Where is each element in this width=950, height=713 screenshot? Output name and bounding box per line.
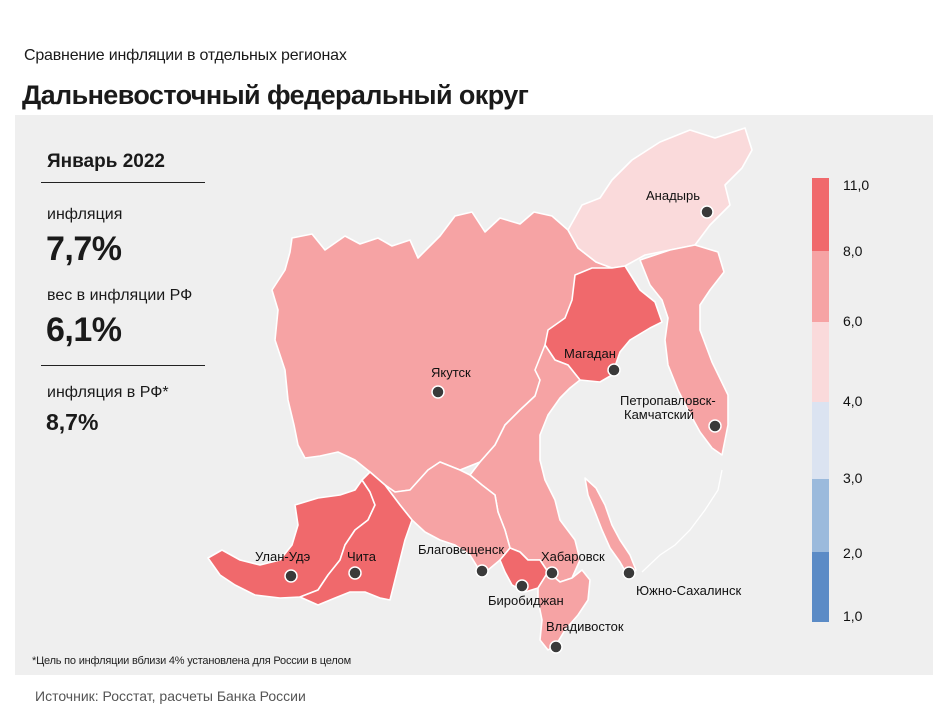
city-marker[interactable] bbox=[549, 640, 563, 654]
legend-tick: 11,0 bbox=[843, 177, 870, 193]
divider bbox=[41, 365, 205, 366]
city-label: Анадырь bbox=[646, 188, 700, 203]
city-marker[interactable] bbox=[475, 564, 489, 578]
city-label: Петропавловск- bbox=[620, 393, 716, 408]
inflation-label: инфляция bbox=[47, 206, 123, 223]
city-label: Якутск bbox=[431, 365, 471, 380]
legend-tick: 8,0 bbox=[843, 243, 863, 259]
legend-scale bbox=[812, 178, 829, 622]
city-label: Улан-Удэ bbox=[255, 549, 311, 564]
city-label: Южно-Сахалинск bbox=[636, 583, 741, 598]
weight-label: вес в инфляции РФ bbox=[47, 287, 193, 304]
weight-value: 6,1% bbox=[46, 311, 122, 349]
region-primorye[interactable] bbox=[537, 569, 591, 651]
city-marker[interactable] bbox=[708, 419, 722, 433]
legend-tick: 4,0 bbox=[843, 393, 863, 409]
city-marker[interactable] bbox=[700, 205, 714, 219]
city-marker[interactable] bbox=[607, 363, 621, 377]
footnote: *Цель по инфляции вблизи 4% установлена … bbox=[32, 655, 351, 667]
legend-tick: 3,0 bbox=[843, 470, 863, 486]
region-amur[interactable] bbox=[384, 461, 511, 571]
kuril-islands bbox=[641, 469, 723, 573]
city-label: Биробиджан bbox=[488, 593, 564, 608]
city-label: Хабаровск bbox=[541, 549, 605, 564]
page-title: Дальневосточный федеральный округ bbox=[22, 80, 529, 110]
inflation-value: 7,7% bbox=[46, 230, 122, 268]
period-label: Январь 2022 bbox=[47, 151, 165, 172]
city-label: Владивосток bbox=[546, 619, 624, 634]
legend-tick: 2,0 bbox=[843, 545, 863, 561]
region-zabaikalsky[interactable] bbox=[299, 471, 413, 606]
city-label: Чита bbox=[347, 549, 377, 564]
region-magadan[interactable] bbox=[544, 265, 663, 383]
legend-tick: 6,0 bbox=[843, 313, 863, 329]
city-label: Камчатский bbox=[624, 407, 694, 422]
city-marker[interactable] bbox=[545, 566, 559, 580]
source-note: Источник: Росстат, расчеты Банка России bbox=[35, 688, 306, 704]
city-marker[interactable] bbox=[284, 569, 298, 583]
chart-subtitle: Сравнение инфляции в отдельных регионах bbox=[24, 47, 347, 64]
legend-tick: 1,0 bbox=[843, 608, 863, 624]
rf-inflation-value: 8,7% bbox=[46, 409, 99, 435]
region-kamchatka[interactable] bbox=[639, 244, 729, 456]
divider bbox=[41, 182, 205, 183]
city-label: Магадан bbox=[564, 346, 616, 361]
city-marker[interactable] bbox=[515, 579, 529, 593]
city-marker[interactable] bbox=[348, 566, 362, 580]
city-marker[interactable] bbox=[622, 566, 636, 580]
city-marker[interactable] bbox=[431, 385, 445, 399]
rf-inflation-label: инфляция в РФ* bbox=[47, 384, 169, 401]
city-label: Благовещенск bbox=[418, 542, 504, 557]
